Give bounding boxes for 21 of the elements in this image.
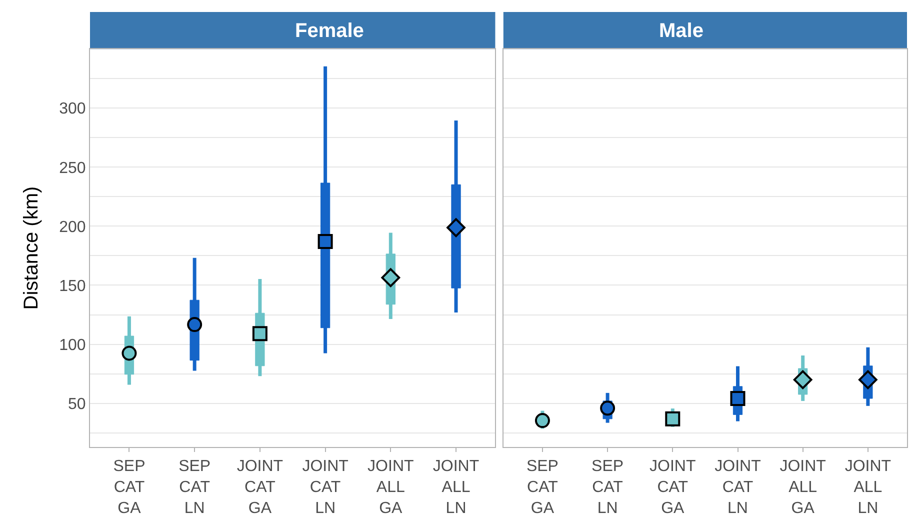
y-tick-label: 200 xyxy=(59,218,86,236)
y-tick-label: 150 xyxy=(59,278,86,295)
x-tick-label: SEP CAT LN xyxy=(592,458,624,517)
y-tick-label: 100 xyxy=(59,336,86,354)
x-tick-label: JOINT ALL GA xyxy=(368,458,414,517)
y-tick-label: 300 xyxy=(59,100,86,118)
x-tick-label: JOINT CAT GA xyxy=(650,458,696,517)
x-tick-label: JOINT CAT LN xyxy=(302,458,349,517)
y-tick-label: 250 xyxy=(59,160,86,177)
chart-title: Male xyxy=(659,20,704,42)
y-tick-label: 50 xyxy=(68,396,86,413)
x-tick-label: JOINT CAT GA xyxy=(236,458,284,517)
y-axis-title: Distance (km) xyxy=(20,186,43,310)
x-tick-label: JOINT ALL LN xyxy=(844,458,892,517)
x-tick-label: SEP CAT GA xyxy=(526,458,558,517)
chart-title: Female xyxy=(295,20,364,42)
x-tick-label: JOINT ALL LN xyxy=(432,458,480,517)
x-tick-label: JOINT ALL GA xyxy=(780,458,826,517)
x-tick-label: SEP CAT GA xyxy=(113,458,146,517)
x-tick-label: JOINT CAT LN xyxy=(714,458,762,517)
x-tick-label: SEP CAT LN xyxy=(178,458,211,517)
